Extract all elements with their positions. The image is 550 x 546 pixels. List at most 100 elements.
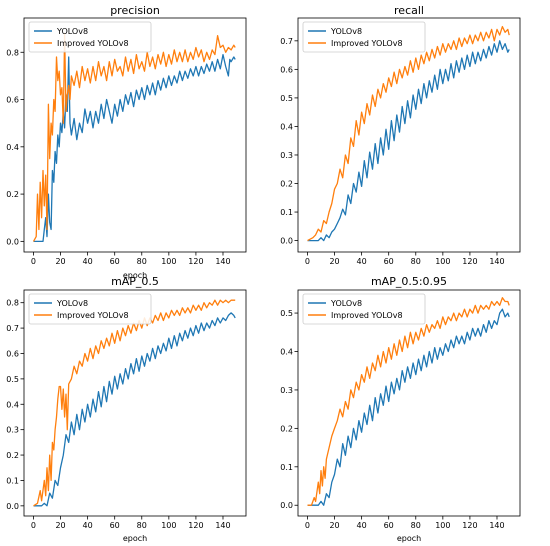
legend-box (302, 21, 426, 53)
x-tick-label: 40 (83, 257, 93, 266)
legend-box (28, 21, 152, 53)
plot-frame (23, 289, 247, 517)
y-tick-label: 0.4 (6, 400, 19, 409)
series-line-0 (307, 308, 510, 506)
panel-title: mAP_0.5:0.95 (371, 275, 447, 288)
x-tick-label: 40 (357, 521, 367, 530)
legend-label-0: YOLOv8 (330, 299, 362, 308)
x-tick-label: 140 (215, 257, 230, 266)
legend-label-0: YOLOv8 (56, 27, 88, 36)
legend-box (302, 293, 426, 325)
y-tick-label: 0.5 (280, 94, 293, 103)
panel-title: precision (110, 4, 160, 17)
legend: YOLOv8 Improved YOLOv8 (28, 21, 152, 53)
y-tick-label: 0.2 (6, 190, 19, 199)
x-tick-label: 60 (384, 521, 394, 530)
series-line-1 (32, 32, 236, 242)
legend: YOLOv8 Improved YOLOv8 (302, 293, 426, 325)
panel-recall: recall YOLOv8 Improved YOLOv8 0 20 40 60 80 10… (280, 4, 521, 266)
plot-frame (297, 17, 521, 253)
x-tick-label: 40 (357, 257, 367, 266)
y-tick-label: 0.0 (280, 237, 293, 246)
y-tick-label: 0.0 (6, 502, 19, 511)
panel-map-0-5: mAP_0.5 epoch YOLOv8 Improved YOLOv8 0 20 4… (6, 275, 247, 543)
y-tick-label: 0.3 (6, 426, 19, 435)
x-tick-label: 140 (489, 257, 504, 266)
y-tick-label: 0.2 (280, 180, 293, 189)
x-axis-label: epoch (397, 534, 421, 543)
series-line-0 (307, 40, 510, 242)
x-tick-label: 120 (188, 257, 203, 266)
legend: YOLOv8 Improved YOLOv8 (28, 293, 152, 325)
x-tick-label: 60 (110, 521, 120, 530)
panel-map-0-5-0-95: mAP_0.5:0.95 epoch YOLOv8 Improved YOLOv8… (280, 275, 521, 543)
y-tick-label: 0.7 (280, 37, 293, 46)
plot-frame (23, 17, 247, 253)
x-tick-label: 100 (435, 257, 450, 266)
x-tick-label: 100 (435, 521, 450, 530)
legend-label-1: Improved YOLOv8 (57, 311, 129, 320)
series-line-0 (33, 312, 236, 507)
x-tick-label: 100 (161, 521, 176, 530)
y-tick-label: 0.3 (280, 151, 293, 160)
y-tick-label: 0.1 (280, 463, 293, 472)
x-tick-label: 0 (305, 257, 310, 266)
legend-label-1: Improved YOLOv8 (331, 311, 403, 320)
y-tick-label: 0.2 (6, 451, 19, 460)
x-tick-label: 60 (384, 257, 394, 266)
x-tick-label: 0 (31, 257, 36, 266)
y-tick-label: 0.8 (6, 48, 19, 57)
y-tick-label: 0.2 (280, 424, 293, 433)
plot-frame (297, 289, 521, 517)
panel-precision: precision epoch YOLOv8 Improved YOLOv8 0 2… (6, 4, 247, 280)
series-line-1 (33, 299, 236, 507)
legend-label-1: Improved YOLOv8 (57, 39, 129, 48)
y-tick-label: 0.4 (6, 143, 19, 152)
x-tick-label: 80 (411, 257, 421, 266)
x-tick-label: 0 (31, 521, 36, 530)
y-tick-label: 0.6 (6, 96, 19, 105)
y-tick-label: 0.5 (6, 375, 19, 384)
x-tick-label: 80 (137, 521, 147, 530)
y-tick-label: 0.0 (280, 501, 293, 510)
y-tick-label: 0.5 (280, 309, 293, 318)
y-tick-label: 0.1 (6, 476, 19, 485)
x-tick-label: 60 (110, 257, 120, 266)
series-line-0 (33, 53, 236, 243)
series-line-1 (307, 297, 510, 506)
panel-title: mAP_0.5 (111, 275, 159, 288)
x-tick-label: 100 (161, 257, 176, 266)
x-tick-label: 40 (83, 521, 93, 530)
legend: YOLOv8 Improved YOLOv8 (302, 21, 426, 53)
x-tick-label: 80 (411, 521, 421, 530)
y-tick-label: 0.3 (280, 386, 293, 395)
panel-title: recall (394, 4, 424, 17)
x-tick-label: 20 (55, 257, 65, 266)
y-tick-label: 0.4 (280, 347, 293, 356)
x-tick-label: 140 (489, 521, 504, 530)
x-tick-label: 0 (305, 521, 310, 530)
x-tick-label: 20 (329, 257, 339, 266)
x-tick-label: 80 (137, 257, 147, 266)
legend-label-0: YOLOv8 (330, 27, 362, 36)
y-tick-label: 0.8 (6, 299, 19, 308)
legend-label-0: YOLOv8 (56, 299, 88, 308)
x-tick-label: 20 (55, 521, 65, 530)
x-tick-label: 120 (188, 521, 203, 530)
y-tick-label: 0.6 (6, 349, 19, 358)
y-tick-label: 0.6 (280, 65, 293, 74)
x-tick-label: 20 (329, 521, 339, 530)
legend-label-1: Improved YOLOv8 (331, 39, 403, 48)
y-tick-label: 0.7 (6, 324, 19, 333)
x-axis-label: epoch (123, 534, 147, 543)
x-tick-label: 120 (462, 521, 477, 530)
x-axis-label: epoch (123, 271, 147, 280)
x-tick-label: 120 (462, 257, 477, 266)
legend-box (28, 293, 152, 325)
x-tick-label: 140 (215, 521, 230, 530)
y-tick-label: 0.0 (6, 237, 19, 246)
series-line-1 (307, 25, 510, 242)
y-tick-label: 0.4 (280, 122, 293, 131)
y-tick-label: 0.1 (280, 208, 293, 217)
